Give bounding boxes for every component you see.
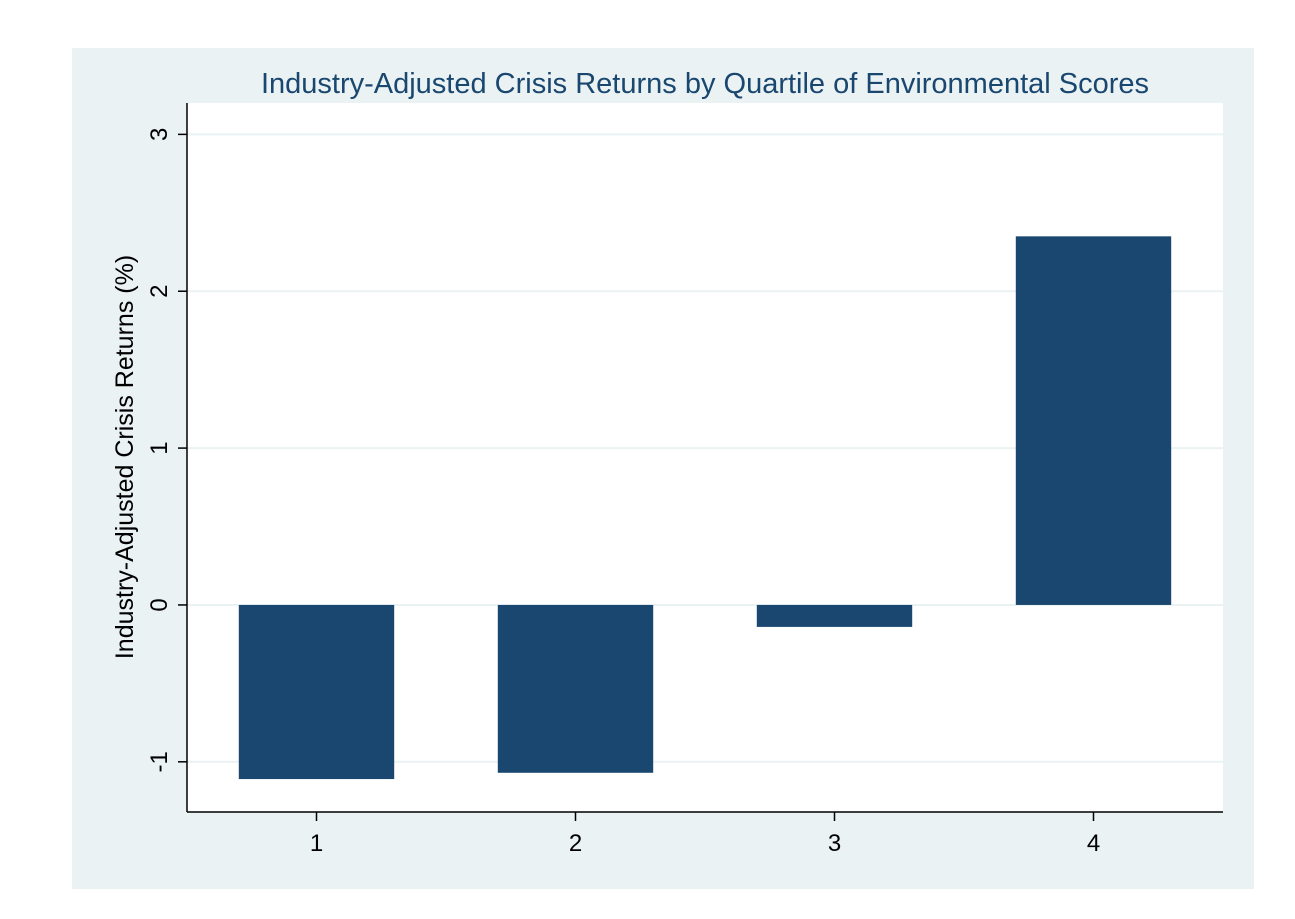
y-tick-label: 3 xyxy=(146,128,173,141)
bar xyxy=(497,604,654,773)
x-tick-label: 1 xyxy=(310,830,323,857)
bar xyxy=(1015,236,1172,605)
y-tick-label: 2 xyxy=(146,285,173,298)
x-tick-label: 2 xyxy=(569,830,582,857)
x-axis-ticks: 1 2 3 4 xyxy=(310,812,1100,857)
bar xyxy=(238,604,395,780)
bars xyxy=(238,236,1172,780)
y-tick-label: -1 xyxy=(146,751,173,772)
y-tick-label: 1 xyxy=(146,441,173,454)
x-tick-label: 3 xyxy=(828,830,841,857)
y-axis-ticks: -1 0 1 2 3 xyxy=(146,128,187,772)
y-tick-label: 0 xyxy=(146,598,173,611)
chart-title: Industry-Adjusted Crisis Returns by Quar… xyxy=(261,68,1149,100)
bar xyxy=(756,604,913,627)
x-tick-label: 4 xyxy=(1087,830,1100,857)
y-axis-label: Industry-Adjusted Crisis Returns (%) xyxy=(111,255,139,659)
